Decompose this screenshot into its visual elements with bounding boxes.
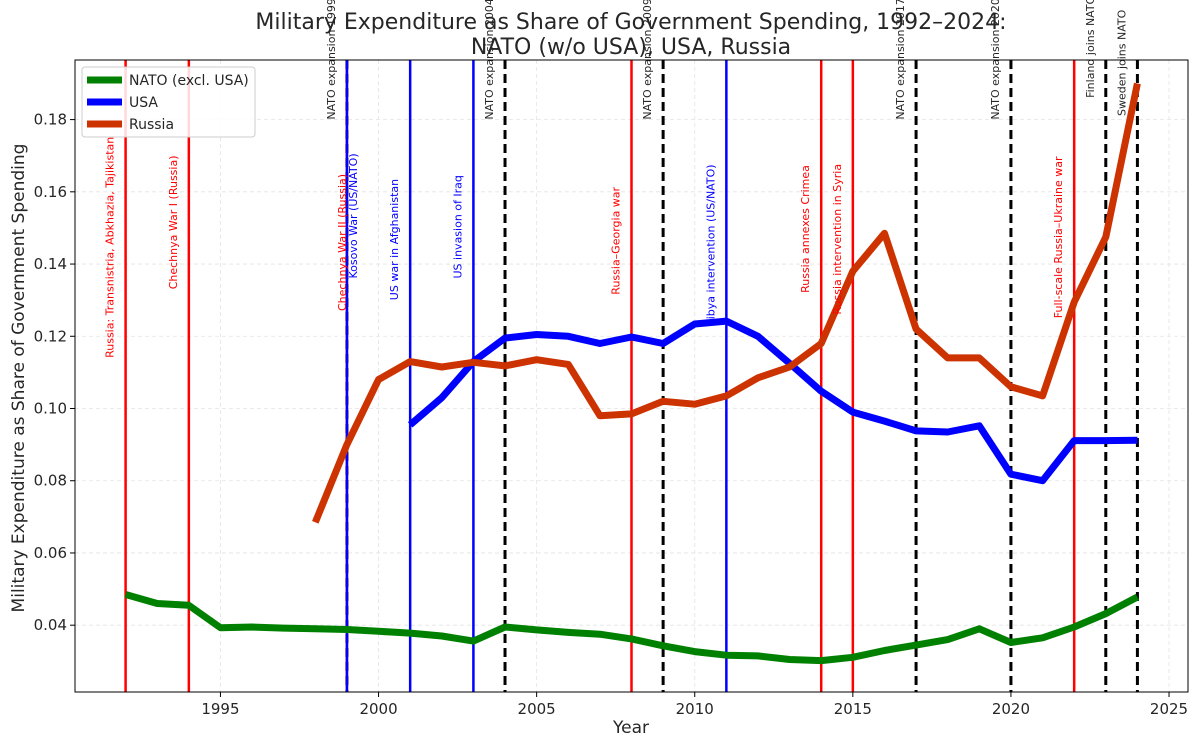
series-line-nato-excl-usa bbox=[124, 591, 1140, 665]
event-annotations: Russia: Transnistria, Abkhazia, Tajikist… bbox=[104, 0, 1129, 358]
event-annotation: Chechnya War I (Russia) bbox=[167, 156, 180, 290]
event-annotation: Russia–Georgia war bbox=[610, 186, 623, 294]
legend-box bbox=[81, 66, 256, 138]
x-tick-label: 1995 bbox=[201, 700, 239, 718]
event-annotation: Libya intervention (US/NATO) bbox=[704, 164, 717, 325]
y-tick-label: 0.08 bbox=[34, 472, 67, 490]
x-tick-label: 2020 bbox=[992, 700, 1030, 718]
event-annotation: Chechnya War II (Russia) bbox=[336, 174, 349, 311]
legend: NATO (excl. USA) USA Russia bbox=[81, 66, 256, 138]
x-tick-label: 2010 bbox=[676, 700, 714, 718]
y-tick-label: 0.14 bbox=[34, 255, 67, 273]
event-annotation: Sweden joins NATO bbox=[1115, 9, 1128, 116]
event-annotation: Finland joins NATO bbox=[1084, 0, 1097, 98]
series-line-usa bbox=[407, 317, 1138, 485]
event-annotation: US invasion of Iraq bbox=[451, 175, 464, 278]
event-annotation: Kosovo War (US/NATO) bbox=[347, 153, 360, 278]
x-axis-ticks: 1995 2000 2005 2010 2015 2020 2025 bbox=[201, 692, 1188, 718]
event-annotation: US war in Afghanistan bbox=[388, 179, 401, 300]
x-tick-label: 2005 bbox=[518, 700, 556, 718]
legend-label: NATO (excl. USA) bbox=[129, 73, 249, 89]
y-tick-label: 0.06 bbox=[34, 544, 67, 562]
x-axis-label: Year bbox=[612, 718, 649, 738]
y-axis-label: Military Expenditure as Share of Governm… bbox=[9, 144, 29, 613]
chart-title-line-2: NATO (w/o USA), USA, Russia bbox=[471, 35, 791, 60]
event-annotation: Russia: Transnistria, Abkhazia, Tajikist… bbox=[104, 137, 117, 358]
event-lines bbox=[124, 60, 1139, 692]
x-tick-label: 2000 bbox=[359, 700, 397, 718]
event-annotation: Russia intervention in Syria bbox=[831, 164, 844, 315]
event-annotation: Russia annexes Crimea bbox=[799, 165, 812, 293]
y-tick-label: 0.16 bbox=[34, 183, 67, 201]
event-annotation: Full-scale Russia–Ukraine war bbox=[1052, 156, 1065, 318]
y-tick-label: 0.10 bbox=[34, 400, 67, 418]
y-axis-ticks: 0.04 0.06 0.08 0.10 0.12 0.14 0.16 0.18 bbox=[34, 111, 75, 634]
legend-label: Russia bbox=[129, 117, 174, 133]
chart-title-line-1: Military Expenditure as Share of Governm… bbox=[255, 10, 1006, 35]
y-tick-label: 0.18 bbox=[34, 111, 67, 129]
legend-label: USA bbox=[129, 95, 158, 111]
y-tick-label: 0.12 bbox=[34, 327, 67, 345]
plot-frame bbox=[74, 59, 1189, 693]
series-line-russia bbox=[312, 82, 1141, 524]
y-tick-label: 0.04 bbox=[34, 616, 67, 634]
x-tick-label: 2015 bbox=[834, 700, 872, 718]
series-lines bbox=[124, 82, 1141, 665]
x-tick-label: 2025 bbox=[1150, 700, 1188, 718]
